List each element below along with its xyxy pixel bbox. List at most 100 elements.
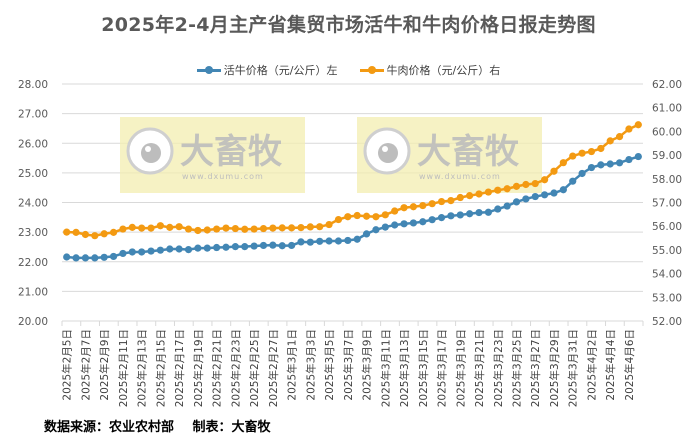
data-point[interactable] [128, 223, 136, 231]
data-point[interactable] [175, 245, 183, 253]
data-point[interactable] [231, 243, 239, 251]
data-point[interactable] [475, 190, 483, 198]
data-point[interactable] [184, 225, 193, 233]
data-point[interactable] [559, 159, 567, 167]
data-point[interactable] [391, 221, 399, 229]
data-point[interactable] [250, 225, 258, 233]
data-point[interactable] [109, 252, 118, 261]
data-point[interactable] [138, 224, 146, 232]
data-point[interactable] [597, 144, 605, 153]
data-point[interactable] [231, 224, 239, 233]
data-point[interactable] [541, 176, 549, 184]
data-point[interactable] [213, 243, 221, 252]
data-point[interactable] [587, 147, 596, 156]
data-point[interactable] [531, 179, 539, 188]
data-point[interactable] [203, 226, 211, 234]
data-point[interactable] [400, 204, 408, 212]
data-point[interactable] [437, 197, 446, 206]
data-point[interactable] [100, 230, 108, 238]
data-point[interactable] [391, 207, 399, 215]
data-point[interactable] [119, 225, 127, 233]
data-point[interactable] [100, 253, 108, 261]
data-point[interactable] [512, 198, 521, 206]
data-point[interactable] [166, 223, 174, 231]
legend-item-live-cattle[interactable]: 活牛价格（元/公斤）左 [196, 62, 338, 78]
data-point[interactable] [634, 121, 642, 129]
data-point[interactable] [316, 223, 324, 231]
data-point[interactable] [550, 167, 558, 175]
data-point[interactable] [147, 224, 155, 232]
data-point[interactable] [353, 211, 361, 220]
data-point[interactable] [362, 212, 371, 220]
data-point[interactable] [606, 160, 614, 168]
data-point[interactable] [325, 237, 333, 245]
data-point[interactable] [615, 159, 624, 167]
data-point[interactable] [559, 186, 567, 194]
data-point[interactable] [119, 249, 127, 258]
data-point[interactable] [278, 224, 286, 232]
data-point[interactable] [91, 232, 99, 240]
data-point[interactable] [63, 228, 71, 236]
data-point[interactable] [494, 205, 502, 213]
data-point[interactable] [297, 224, 305, 232]
data-point[interactable] [306, 223, 314, 231]
data-point[interactable] [400, 220, 408, 228]
data-point[interactable] [587, 163, 596, 172]
data-point[interactable] [372, 213, 380, 221]
data-point[interactable] [475, 208, 483, 217]
data-point[interactable] [512, 182, 521, 190]
data-point[interactable] [625, 155, 633, 164]
data-point[interactable] [522, 180, 530, 189]
data-point[interactable] [606, 137, 614, 145]
data-point[interactable] [447, 212, 455, 220]
data-point[interactable] [428, 216, 436, 224]
data-point[interactable] [194, 226, 202, 235]
data-point[interactable] [334, 215, 343, 224]
data-point[interactable] [503, 185, 511, 193]
data-point[interactable] [372, 226, 380, 234]
data-point[interactable] [344, 236, 352, 245]
data-point[interactable] [241, 225, 249, 233]
data-point[interactable] [184, 246, 193, 254]
data-point[interactable] [63, 253, 71, 261]
data-point[interactable] [109, 228, 118, 236]
data-point[interactable] [615, 133, 624, 141]
data-point[interactable] [522, 195, 530, 203]
data-point[interactable] [156, 222, 164, 230]
data-point[interactable] [203, 244, 211, 252]
data-point[interactable] [269, 224, 277, 232]
data-point[interactable] [222, 224, 230, 232]
data-point[interactable] [409, 203, 418, 211]
data-point[interactable] [634, 152, 642, 161]
data-point[interactable] [297, 238, 305, 246]
data-point[interactable] [419, 201, 427, 210]
data-point[interactable] [81, 230, 90, 239]
data-point[interactable] [278, 242, 286, 250]
data-point[interactable] [138, 248, 146, 256]
data-point[interactable] [409, 219, 418, 227]
data-point[interactable] [353, 235, 361, 243]
data-point[interactable] [334, 237, 343, 245]
data-point[interactable] [597, 161, 605, 169]
data-point[interactable] [503, 202, 511, 210]
data-point[interactable] [128, 248, 136, 256]
data-point[interactable] [625, 125, 633, 133]
data-point[interactable] [484, 188, 492, 196]
data-point[interactable] [259, 241, 268, 250]
data-point[interactable] [578, 149, 586, 157]
data-point[interactable] [241, 243, 249, 251]
data-point[interactable] [213, 225, 221, 233]
data-point[interactable] [269, 241, 277, 249]
data-point[interactable] [287, 241, 296, 250]
data-point[interactable] [569, 177, 577, 185]
data-point[interactable] [494, 186, 502, 194]
data-point[interactable] [194, 244, 202, 252]
data-point[interactable] [437, 214, 446, 222]
data-point[interactable] [456, 193, 464, 202]
data-point[interactable] [550, 189, 558, 197]
data-point[interactable] [456, 211, 464, 219]
data-point[interactable] [447, 197, 455, 205]
data-point[interactable] [306, 238, 314, 246]
data-point[interactable] [578, 169, 586, 178]
data-point[interactable] [541, 191, 549, 199]
